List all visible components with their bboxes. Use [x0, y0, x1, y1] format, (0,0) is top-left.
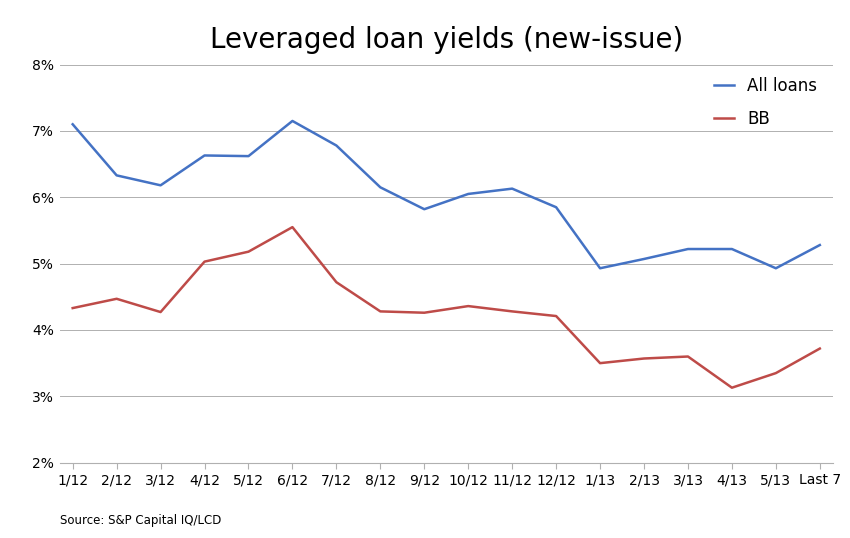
All loans	[332, 142, 342, 148]
BB	[683, 353, 693, 360]
BB	[375, 308, 385, 315]
All loans	[551, 204, 561, 210]
BB	[814, 345, 824, 352]
Title: Leveraged loan yields (new-issue): Leveraged loan yields (new-issue)	[210, 26, 683, 54]
BB	[111, 295, 122, 302]
BB	[507, 308, 518, 315]
Line: BB: BB	[73, 227, 819, 388]
All loans	[287, 118, 298, 124]
All loans	[727, 246, 737, 252]
BB	[68, 305, 78, 312]
All loans	[111, 172, 122, 179]
BB	[287, 224, 298, 230]
All loans	[200, 152, 210, 159]
BB	[463, 303, 473, 309]
BB	[200, 258, 210, 265]
BB	[771, 370, 781, 377]
BB	[419, 309, 429, 316]
All loans	[375, 184, 385, 190]
All loans	[463, 190, 473, 197]
Legend: All loans, BB: All loans, BB	[714, 77, 817, 128]
All loans	[243, 153, 253, 159]
Line: All loans: All loans	[73, 121, 819, 268]
BB	[639, 355, 649, 362]
All loans	[419, 206, 429, 213]
All loans	[683, 246, 693, 252]
All loans	[507, 186, 518, 192]
All loans	[156, 182, 166, 188]
BB	[332, 279, 342, 286]
BB	[551, 313, 561, 319]
All loans	[639, 256, 649, 262]
All loans	[595, 265, 605, 272]
BB	[156, 309, 166, 315]
All loans	[771, 265, 781, 272]
Text: Source: S&P Capital IQ/LCD: Source: S&P Capital IQ/LCD	[60, 514, 221, 527]
BB	[243, 249, 253, 255]
BB	[595, 360, 605, 366]
All loans	[814, 242, 824, 248]
BB	[727, 385, 737, 391]
All loans	[68, 121, 78, 128]
